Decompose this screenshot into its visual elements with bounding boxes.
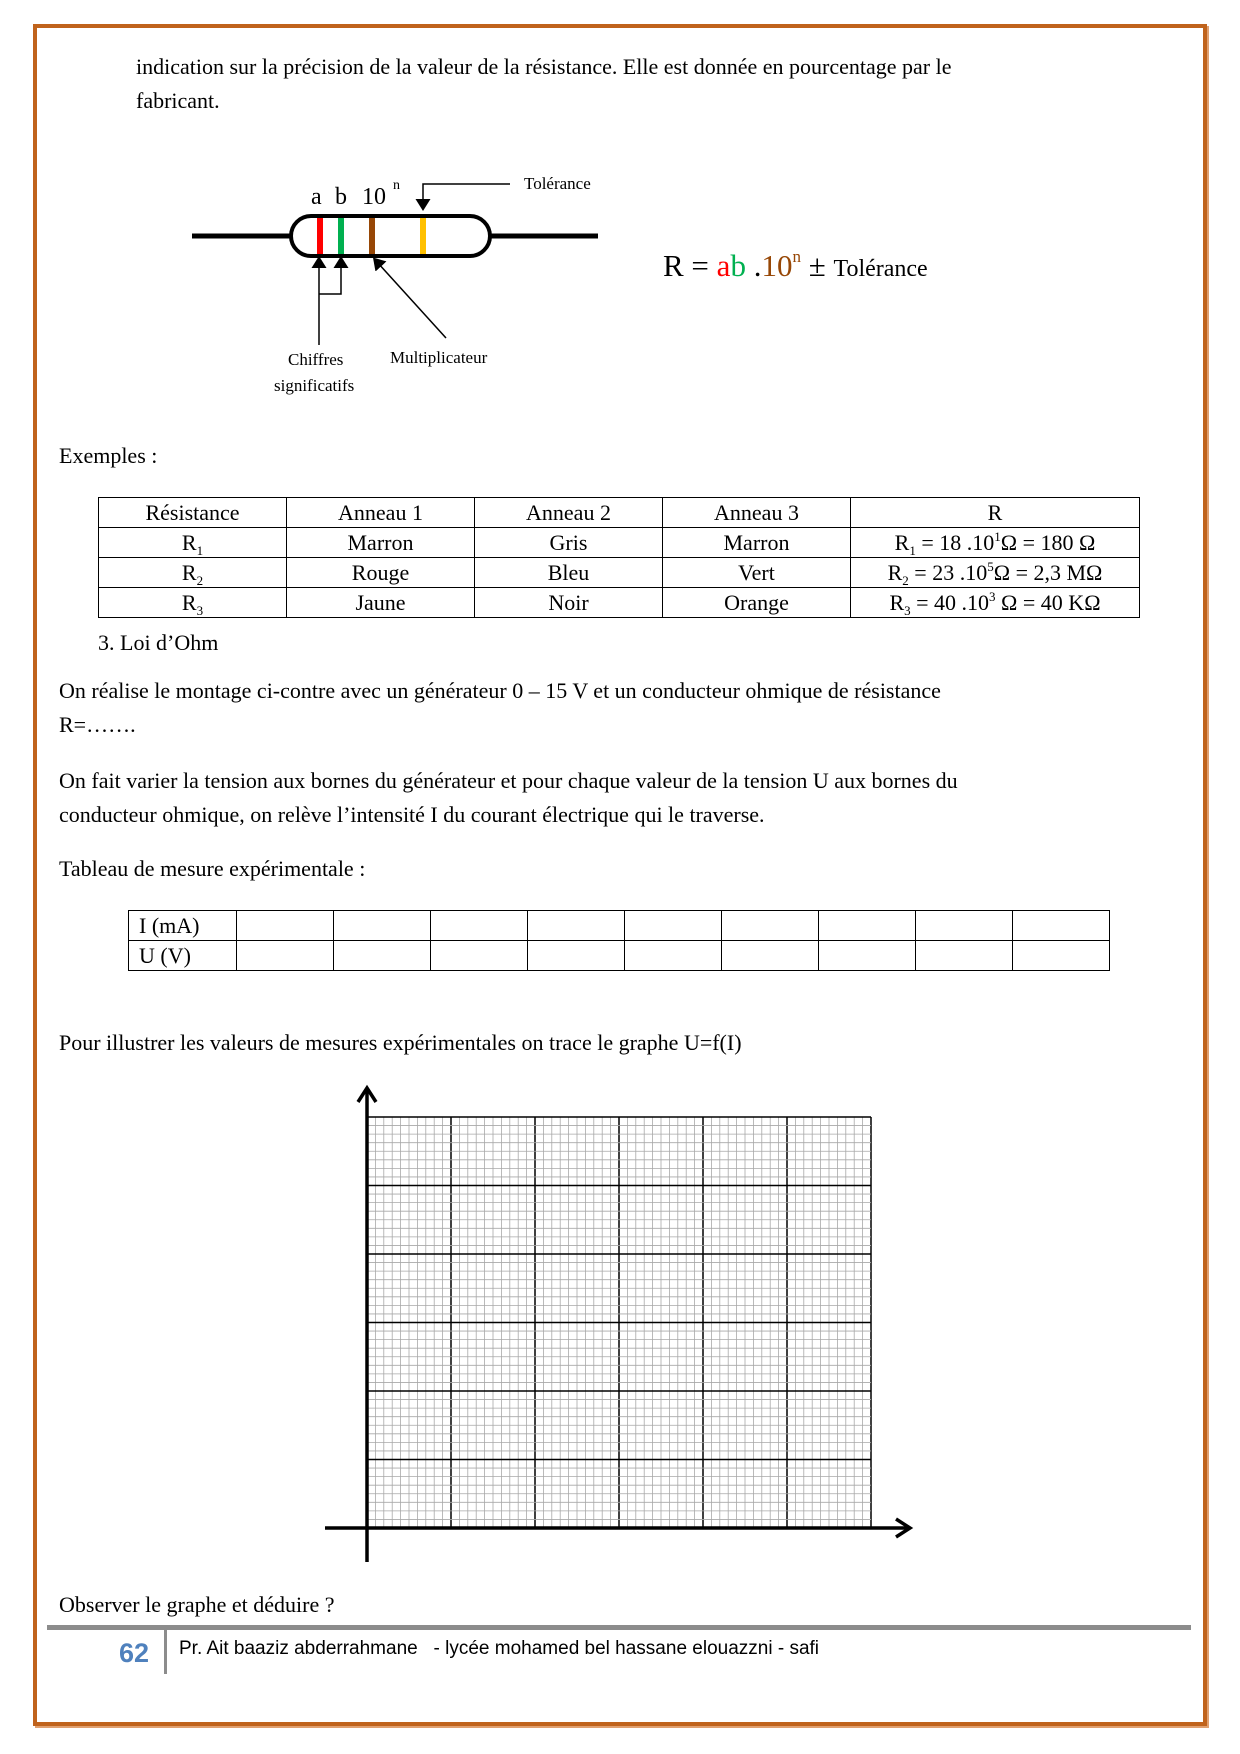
input-cell[interactable] [527,940,625,971]
cell: Noir [474,587,663,618]
multiplicateur-label: Multiplicateur [390,348,488,367]
input-cell[interactable] [624,940,722,971]
color-code-table: Résistance Anneau 1 Anneau 2 Anneau 3 R … [98,497,1140,618]
cell: Vert [662,557,851,588]
observe-prompt: Observer le graphe et déduire ? [59,1592,335,1617]
input-cell[interactable] [430,940,528,971]
footer-text: Pr. Ait baaziz abderrahmane - lycée moha… [179,1638,820,1659]
input-cell[interactable] [624,910,722,941]
cell: Marron [286,527,475,558]
formula-a: a [716,248,731,283]
header-cell: Anneau 2 [474,497,663,528]
header-cell: R [850,497,1140,528]
label-a: a [311,184,322,210]
chiffres-label-2: significatifs [274,376,354,395]
formula-tol: Tolérance [833,256,928,282]
para1-line-2: R=……. [59,712,136,737]
input-cell[interactable] [333,910,431,941]
para2-line-1: On fait varier la tension aux bornes du … [59,768,958,793]
input-cell[interactable] [236,910,334,941]
input-cell[interactable] [915,940,1013,971]
resistor-diagram: a b 10 n Tolérance Chiffres significatif… [192,174,598,395]
input-cell[interactable] [527,910,625,941]
intro-line-1: indication sur la précision de la valeur… [136,54,952,79]
input-cell[interactable] [1012,940,1110,971]
label-b: b [335,184,347,210]
section-3-heading: 3. Loi d’Ohm [98,630,219,655]
formula-r: R = [663,248,709,283]
label-pow: 10 [362,184,386,210]
table-row: R2 Rouge Bleu Vert R2 = 23 .105Ω = 2,3 M… [98,557,1140,588]
header-cell: Résistance [98,497,287,528]
page-border [33,24,1207,1726]
value-cell: R2 = 23 .105Ω = 2,3 MΩ [850,557,1140,588]
band-3 [369,218,375,254]
resistance-cell: R3 [98,587,287,618]
voltage-row: U (V) [128,940,1110,971]
input-cell[interactable] [818,940,916,971]
input-cell[interactable] [236,940,334,971]
input-cell[interactable] [1012,910,1110,941]
cell: Orange [662,587,851,618]
footer-divider [164,1628,167,1674]
intro-line-2: fabricant. [136,88,220,113]
formula-dot: . [745,248,762,283]
tolerance-label: Tolérance [524,174,591,193]
formula-pm: ± [800,248,834,283]
band-4 [420,218,426,254]
value-cell: R3 = 40 .103 Ω = 40 KΩ [850,587,1140,618]
measurement-table: I (mA) U (V) [128,910,1110,971]
para1-line-1: On réalise le montage ci-contre avec un … [59,678,941,703]
value-cell: R1 = 18 .101Ω = 180 Ω [850,527,1140,558]
cell: Gris [474,527,663,558]
footer-rule [47,1625,1191,1630]
resistance-cell: R2 [98,557,287,588]
voltage-label: U (V) [128,940,237,971]
x-axis-arrow-icon [895,1517,914,1539]
y-axis-arrow-icon [356,1084,378,1103]
table-row: R3 Jaune Noir Orange R3 = 40 .103 Ω = 40… [98,587,1140,618]
header-cell: Anneau 1 [286,497,475,528]
graph-label: Pour illustrer les valeurs de mesures ex… [59,1030,742,1055]
formula-n: n [792,247,801,266]
cell: Rouge [286,557,475,588]
formula-pow: 10 [761,248,793,283]
chiffres-label-1: Chiffres [288,350,343,369]
color-code-formula: R = ab .10n ± Tolérance [663,246,928,289]
cell: Jaune [286,587,475,618]
label-n: n [393,178,400,193]
band-2 [338,218,344,254]
input-cell[interactable] [333,940,431,971]
formula-b: b [730,248,746,283]
band-1 [317,218,323,254]
page-number: 62 [119,1638,150,1668]
examples-label: Exemples : [59,443,158,468]
input-cell[interactable] [818,910,916,941]
tableau-label: Tableau de mesure expérimentale : [59,856,366,881]
para2-line-2: conducteur ohmique, on relève l’intensit… [59,802,765,827]
